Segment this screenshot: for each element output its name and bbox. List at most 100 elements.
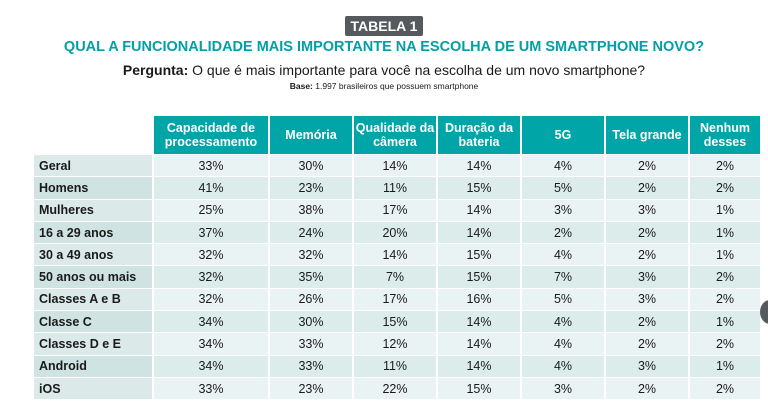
table-cell: 30% — [270, 154, 354, 177]
table-cell: 2% — [690, 265, 760, 288]
table-cell: 3% — [606, 354, 690, 377]
row-label: Classe C — [34, 310, 154, 333]
table-cell: 41% — [154, 176, 270, 199]
table-cell: 5% — [522, 176, 606, 199]
column-header: Duração da bateria — [438, 116, 522, 154]
table-row: 50 anos ou mais 32% 35% 7% 15% 7% 3% 2% — [34, 265, 760, 288]
table-cell: 14% — [438, 220, 522, 244]
table-cell: 38% — [270, 198, 354, 221]
table-cell: 15% — [438, 243, 522, 266]
table-badge: TABELA 1 — [344, 16, 424, 36]
table-cell: 16% — [438, 287, 522, 311]
table-cell: 14% — [438, 332, 522, 355]
table-cell: 33% — [154, 376, 270, 400]
table-body: Geral 33% 30% 14% 14% 4% 2% 2% Homens 41% 23% 11% 15… — [34, 154, 760, 400]
table-cell: 1% — [690, 198, 760, 221]
table-cell: 2% — [606, 376, 690, 400]
table-row: Mulheres 25% 38% 17% 14% 3% 3% 1% — [34, 198, 760, 221]
table-cell: 3% — [606, 265, 690, 288]
table-cell: 11% — [354, 176, 438, 199]
table-cell: 14% — [438, 354, 522, 377]
table-cell: 26% — [270, 287, 354, 311]
table-cell: 12% — [354, 332, 438, 355]
table-cell: 20% — [354, 220, 438, 244]
table-cell: 3% — [522, 198, 606, 221]
row-label: Homens — [34, 176, 154, 199]
table-cell: 2% — [690, 154, 760, 177]
table-cell: 14% — [438, 310, 522, 333]
row-label: Classes D e E — [34, 332, 154, 355]
table-cell: 2% — [606, 332, 690, 355]
table-cell: 2% — [690, 176, 760, 199]
column-header: Memória — [270, 116, 354, 154]
table-cell: 15% — [438, 265, 522, 288]
table-row: Classes A e B 32% 26% 17% 16% 5% 3% 2% — [34, 287, 760, 311]
table-cell: 2% — [690, 332, 760, 355]
base-text: 1.997 brasileiros que possuem smartphone — [312, 81, 479, 91]
table-cell: 33% — [154, 154, 270, 177]
table-cell: 32% — [154, 265, 270, 288]
table-cell: 34% — [154, 354, 270, 377]
table-cell: 2% — [522, 220, 606, 244]
table-cell: 2% — [690, 287, 760, 311]
table-cell: 3% — [522, 376, 606, 400]
table-cell: 2% — [690, 376, 760, 400]
table-row: iOS 33% 23% 22% 15% 3% 2% 2% — [34, 376, 760, 400]
table-cell: 14% — [438, 154, 522, 177]
table-cell: 2% — [606, 310, 690, 333]
table-cell: 4% — [522, 310, 606, 333]
table-cell: 2% — [606, 154, 690, 177]
table-cell: 4% — [522, 243, 606, 266]
table-title: QUAL A FUNCIONALIDADE MAIS IMPORTANTE NA… — [63, 39, 705, 55]
table-row: 16 a 29 anos 37% 24% 20% 14% 2% 2% 1% — [34, 220, 760, 244]
row-label: 50 anos ou mais — [34, 265, 154, 288]
table-cell: 14% — [438, 198, 522, 221]
column-header: 5G — [522, 116, 606, 154]
row-label: Mulheres — [34, 198, 154, 221]
table-cell: 2% — [606, 220, 690, 244]
data-table: Capacidade de processamento Memória Qualid… — [34, 116, 760, 400]
table-cell: 14% — [354, 243, 438, 266]
table-cell: 1% — [690, 310, 760, 333]
table-row: Android 34% 33% 11% 14% 4% 3% 1% — [34, 354, 760, 377]
column-header: Nenhum desses — [690, 116, 760, 154]
table-cell: 1% — [690, 243, 760, 266]
table-row: Classes D e E 34% 33% 12% 14% 4% 2% 2% — [34, 332, 760, 355]
table-cell: 3% — [606, 287, 690, 311]
table-cell: 15% — [438, 176, 522, 199]
table-cell: 4% — [522, 154, 606, 177]
table-cell: 5% — [522, 287, 606, 311]
table-cell: 7% — [354, 265, 438, 288]
question-line: Pergunta: O que é mais importante para v… — [0, 61, 768, 79]
row-label: iOS — [34, 376, 154, 400]
header-corner — [34, 116, 154, 154]
row-label: 30 a 49 anos — [34, 243, 154, 266]
table-cell: 2% — [606, 176, 690, 199]
edge-circle-decoration — [760, 300, 768, 324]
table-cell: 34% — [154, 332, 270, 355]
base-line: Base: 1.997 brasileiros que possuem smar… — [0, 81, 768, 92]
header-row: Capacidade de processamento Memória Qualid… — [34, 116, 760, 154]
column-header: Qualidade da câmera — [354, 116, 438, 154]
table-cell: 17% — [354, 198, 438, 221]
row-label: Android — [34, 354, 154, 377]
table-row: 30 a 49 anos 32% 32% 14% 15% 4% 2% 1% — [34, 243, 760, 266]
table-cell: 3% — [606, 198, 690, 221]
table-cell: 32% — [154, 243, 270, 266]
column-header: Capacidade de processamento — [154, 116, 270, 154]
question-label: Pergunta: — [122, 62, 189, 78]
table-cell: 1% — [690, 354, 760, 377]
badge-container: TABELA 1 — [0, 16, 768, 36]
base-label: Base: — [289, 81, 313, 91]
table-cell: 14% — [354, 154, 438, 177]
table-cell: 4% — [522, 332, 606, 355]
table-cell: 23% — [270, 176, 354, 199]
table-cell: 7% — [522, 265, 606, 288]
table-cell: 32% — [154, 287, 270, 311]
table-cell: 4% — [522, 354, 606, 377]
table-row: Geral 33% 30% 14% 14% 4% 2% 2% — [34, 154, 760, 177]
row-label: Classes A e B — [34, 287, 154, 311]
table-cell: 24% — [270, 220, 354, 244]
table-cell: 33% — [270, 354, 354, 377]
table-cell: 37% — [154, 220, 270, 244]
